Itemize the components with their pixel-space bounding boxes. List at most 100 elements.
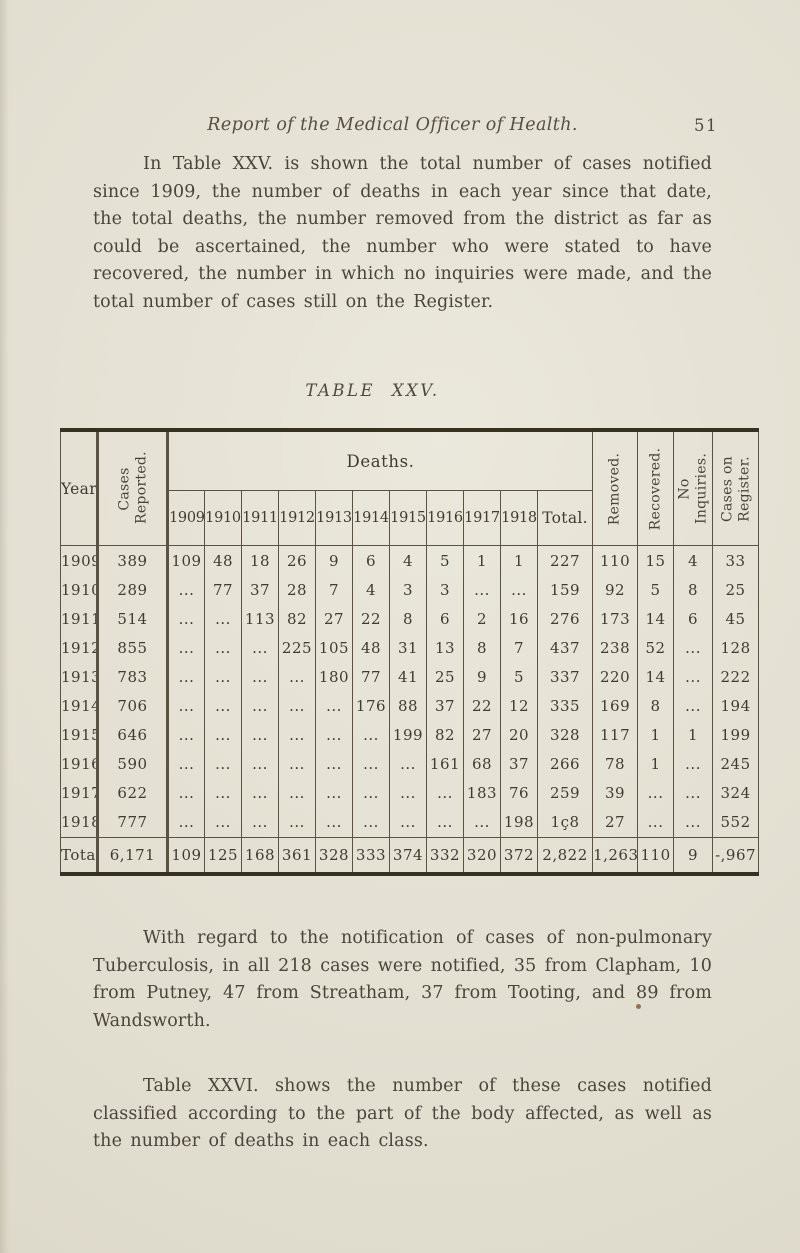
death-cell: 41 <box>389 662 427 692</box>
removed-cell: 27 <box>592 807 638 838</box>
death-cell: 6 <box>352 545 390 576</box>
running-header-title: Report of the Medical Officer of Health. <box>207 115 578 135</box>
year-cell: Total <box>60 836 98 874</box>
death-cell: ... <box>315 807 353 838</box>
death-cell: ... <box>426 807 464 838</box>
year-cell: 1910 <box>60 575 98 605</box>
table-row: 1911 514 ... ... 113 82 27 22 8 6 2 16 2… <box>60 604 759 634</box>
removed-cell: 1,263 <box>592 836 638 874</box>
death-cell: 77 <box>204 575 242 605</box>
death-cell: ... <box>241 662 279 692</box>
death-cell: ... <box>352 720 390 750</box>
death-cell: 37 <box>500 749 538 779</box>
death-cell: ... <box>166 691 205 721</box>
death-cell: 333 <box>352 836 390 874</box>
death-cell: 9 <box>315 545 353 576</box>
death-cell: ... <box>278 778 316 808</box>
removed-cell: 169 <box>592 691 638 721</box>
death-cell: ... <box>204 749 242 779</box>
cases-reported-cell: 514 <box>96 604 168 634</box>
death-cell: 12 <box>500 691 538 721</box>
death-cell: ... <box>166 778 205 808</box>
total-deaths-cell: 2,822 <box>536 836 593 874</box>
year-cell: 1909 <box>60 545 98 576</box>
death-cell: ... <box>389 778 427 808</box>
death-cell: ... <box>463 575 501 605</box>
death-cell: 109 <box>166 836 205 874</box>
death-cell: 22 <box>352 604 390 634</box>
death-cell: 7 <box>315 575 353 605</box>
death-cell: 105 <box>315 633 353 663</box>
death-cell: 8 <box>463 633 501 663</box>
intro-paragraph: In Table XXV. is shown the total number … <box>93 154 712 312</box>
death-cell: ... <box>352 778 390 808</box>
paper-speck <box>636 1004 641 1009</box>
death-cell: 1 <box>500 545 538 576</box>
removed-cell: 220 <box>592 662 638 692</box>
death-cell: 9 <box>463 662 501 692</box>
death-cell: ... <box>166 749 205 779</box>
register-cell: 245 <box>712 749 759 779</box>
death-cell: 27 <box>463 720 501 750</box>
table-xxvi-paragraph: Table XXVI. shows the number of these ca… <box>93 1076 712 1152</box>
year-cell: 1911 <box>60 604 98 634</box>
year-cell: 1912 <box>60 633 98 663</box>
total-deaths-cell: 259 <box>536 778 593 808</box>
year-cell: 1916 <box>60 749 98 779</box>
register-cell: 552 <box>712 807 759 838</box>
death-cell: ... <box>166 807 205 838</box>
death-cell: ... <box>241 691 279 721</box>
death-cell: 374 <box>389 836 427 874</box>
total-deaths-cell: 227 <box>536 545 593 576</box>
death-cell: ... <box>166 604 205 634</box>
death-cell: ... <box>278 749 316 779</box>
register-cell: 45 <box>712 604 759 634</box>
death-year-header: 1910 <box>204 490 242 546</box>
death-cell: 13 <box>426 633 464 663</box>
death-cell: 31 <box>389 633 427 663</box>
recovered-cell: ... <box>637 778 674 808</box>
no-inquiries-cell: ... <box>673 807 713 838</box>
column-header-year: Year. <box>60 430 98 546</box>
death-cell: ... <box>204 604 242 634</box>
table-xxv: Year. Cases Reported. Deaths. Removed. R… <box>60 428 760 876</box>
register-cell: -,967 <box>712 836 759 874</box>
recovered-cell: 52 <box>637 633 674 663</box>
cases-reported-cell: 646 <box>96 720 168 750</box>
death-cell: 4 <box>389 545 427 576</box>
death-cell: ... <box>241 749 279 779</box>
column-header-no-inquiries: No Inquiries. <box>673 430 713 546</box>
death-year-header: 1909 <box>166 490 205 546</box>
death-cell: ... <box>315 749 353 779</box>
cases-reported-cell: 706 <box>96 691 168 721</box>
year-cell: 1914 <box>60 691 98 721</box>
death-cell: 26 <box>278 545 316 576</box>
table-row: 1909 389 109 48 18 26 9 6 4 5 1 1 227 11… <box>60 545 759 576</box>
total-deaths-cell: 337 <box>536 662 593 692</box>
cases-reported-cell: 622 <box>96 778 168 808</box>
death-cell: ... <box>315 720 353 750</box>
recovered-cell: 5 <box>637 575 674 605</box>
death-cell: ... <box>278 691 316 721</box>
no-inquiries-cell: ... <box>673 662 713 692</box>
death-cell: 25 <box>426 662 464 692</box>
death-cell: ... <box>463 807 501 838</box>
death-cell: 1 <box>463 545 501 576</box>
death-cell: 4 <box>352 575 390 605</box>
no-inquiries-cell: 8 <box>673 575 713 605</box>
recovered-cell: 1 <box>637 749 674 779</box>
removed-cell: 92 <box>592 575 638 605</box>
death-cell: 161 <box>426 749 464 779</box>
cases-reported-cell: 389 <box>96 545 168 576</box>
death-cell: ... <box>241 807 279 838</box>
cases-reported-cell: 855 <box>96 633 168 663</box>
death-cell: 27 <box>315 604 353 634</box>
removed-cell: 173 <box>592 604 638 634</box>
death-cell: 225 <box>278 633 316 663</box>
death-cell: 198 <box>500 807 538 838</box>
no-inquiries-cell: ... <box>673 778 713 808</box>
death-cell: 183 <box>463 778 501 808</box>
death-year-header: 1918 <box>500 490 538 546</box>
death-cell: ... <box>389 749 427 779</box>
table-row: 1916 590 ... ... ... ... ... ... ... 161… <box>60 749 759 779</box>
